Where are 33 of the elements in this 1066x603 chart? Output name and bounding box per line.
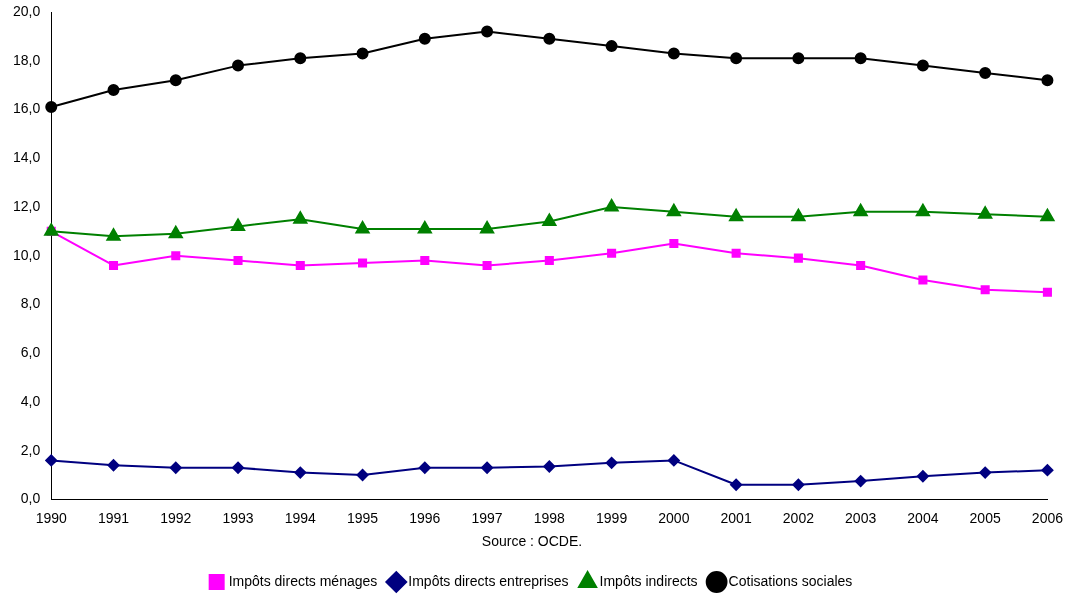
x-tick-label: 1998 — [533, 509, 566, 526]
legend-label: Impôts directs entreprises — [408, 572, 569, 589]
legend-label: Impôts indirects — [599, 572, 698, 589]
y-tick-label: 12,0 — [13, 197, 41, 214]
y-tick-label: 8,0 — [20, 295, 41, 312]
y-tick-label: 10,0 — [13, 246, 41, 263]
x-tick-label: 1995 — [346, 509, 379, 526]
legend-label: Impôts directs ménages — [228, 572, 378, 589]
x-tick-label: 2001 — [720, 509, 752, 526]
x-tick-label: 2004 — [907, 509, 939, 526]
legend-label: Cotisations sociales — [728, 572, 853, 589]
x-tick-label: 1991 — [97, 509, 130, 526]
x-tick-label: 2000 — [658, 509, 690, 526]
x-tick-label: 1994 — [284, 509, 317, 526]
source-note: Source : OCDE. — [481, 533, 583, 550]
x-tick-label: 1999 — [596, 509, 628, 526]
y-tick-label: 20,0 — [13, 2, 41, 19]
y-tick-label: 2,0 — [20, 441, 41, 458]
x-tick-label: 2002 — [782, 509, 815, 526]
x-tick-label: 2003 — [845, 509, 877, 526]
x-tick-label: 1997 — [471, 509, 503, 526]
x-tick-label: 1996 — [409, 509, 441, 526]
x-tick-label: 1992 — [160, 509, 192, 526]
x-tick-label: 2005 — [969, 509, 1001, 526]
y-tick-label: 4,0 — [20, 392, 41, 409]
y-tick-label: 6,0 — [20, 344, 41, 361]
y-tick-label: 0,0 — [20, 490, 41, 507]
x-tick-label: 1993 — [222, 509, 254, 526]
y-tick-label: 14,0 — [13, 149, 41, 166]
y-tick-label: 18,0 — [13, 51, 41, 68]
x-tick-label: 1990 — [35, 509, 68, 526]
x-tick-label: 2006 — [1031, 509, 1064, 526]
y-tick-label: 16,0 — [13, 100, 41, 117]
